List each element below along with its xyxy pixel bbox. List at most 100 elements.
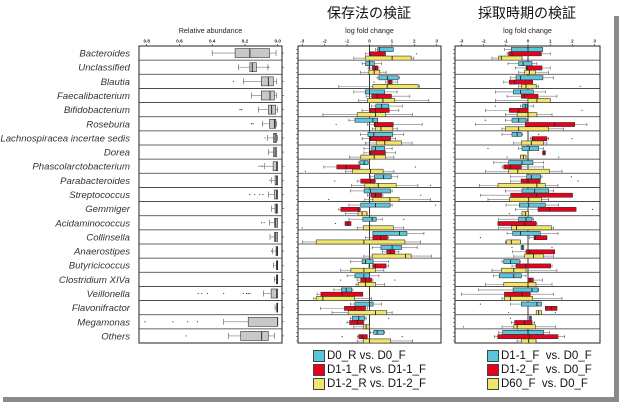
box-series-1 (515, 207, 594, 212)
iqr-box (527, 98, 551, 103)
outlier-point (249, 292, 251, 295)
box-series-0 (358, 160, 370, 165)
box-series-0 (360, 132, 405, 137)
outlier-point (206, 292, 208, 295)
outlier-point (185, 335, 187, 337)
category-label: Parabacteroides (60, 176, 130, 187)
outlier-point (328, 198, 330, 201)
category-label: Roseburia (86, 119, 130, 130)
outlier-point (242, 292, 244, 295)
iqr-box (380, 245, 402, 250)
x-tick-label: 3 (435, 39, 438, 44)
box-abundance (185, 331, 275, 341)
box-series-2 (505, 112, 553, 118)
category-label: Streptococcus (69, 190, 130, 201)
iqr-box (362, 225, 394, 231)
box-series-2 (501, 296, 563, 301)
iqr-box (364, 183, 397, 188)
outlier-point (509, 317, 512, 319)
outlier-point (268, 66, 270, 68)
iqr-box (525, 122, 575, 127)
iqr-box (340, 207, 361, 212)
iqr-box (521, 140, 544, 146)
box-series-0 (493, 273, 527, 279)
box-series-2 (491, 55, 523, 61)
box-series-1 (340, 277, 396, 283)
iqr-box (354, 117, 378, 123)
box-series-0 (348, 202, 437, 208)
outlier-point (429, 184, 432, 186)
box-abundance (249, 189, 279, 200)
x-tick-label: 0.0 (275, 39, 282, 44)
iqr-box (371, 93, 392, 99)
box-abundance (271, 203, 279, 214)
box-series-2 (516, 338, 537, 344)
iqr-box (374, 174, 392, 180)
box-series-1 (529, 136, 573, 142)
box-series-2 (498, 225, 554, 231)
box-abundance (261, 217, 279, 228)
title-storage-method: 保存法の検証 (327, 6, 411, 22)
x-tick-label: 3 (593, 39, 596, 44)
box-series-1 (338, 207, 361, 212)
legend-label: D60_F vs. D0_F (501, 378, 588, 390)
iqr-box (533, 235, 548, 241)
box-abundance (271, 246, 279, 256)
panel-0: Relative abundance 0.8 0.6 0.4 0.2 0.0 (138, 26, 284, 344)
category-label: Faecalibacterium (57, 91, 130, 102)
iqr-box (261, 76, 274, 87)
box-series-2 (495, 98, 551, 103)
box-series-2 (340, 267, 385, 273)
box-series-0 (348, 216, 405, 222)
outlier-point (415, 53, 418, 55)
outlier-point (262, 193, 264, 196)
outlier-point (271, 250, 273, 252)
box-series-1 (460, 291, 554, 297)
iqr-box (525, 249, 555, 255)
x-tick-label: 0 (527, 39, 530, 44)
box-series-2 (485, 168, 563, 174)
iqr-box (506, 239, 521, 245)
box-series-2 (462, 324, 556, 330)
box-series-1 (542, 150, 546, 156)
box-series-2 (353, 324, 370, 330)
x-tick-label: -1 (504, 39, 509, 44)
iqr-box (364, 89, 386, 95)
iqr-box (274, 189, 278, 200)
panel-1: log fold change -3 -2 -1 0 1 2 3 (296, 26, 442, 344)
outlier-point (494, 105, 496, 107)
legend-item: D1-1_R vs. D1-1_F (313, 363, 426, 377)
legend-swatch-cyan (313, 350, 325, 362)
outlier-point (223, 292, 225, 295)
x-tick-label: 0.8 (144, 39, 151, 44)
outlier-point (144, 321, 146, 323)
box-series-0 (361, 61, 382, 66)
iqr-box (512, 231, 541, 236)
legend-storage-method: D0_R vs. D0_F D1-1_R vs. D1-1_F D1-2_R v… (313, 349, 426, 391)
box-series-1 (368, 263, 390, 269)
box-series-2 (322, 112, 414, 118)
x-tick-label: 0 (368, 39, 371, 44)
iqr-box (516, 112, 538, 118)
outlier-point (591, 208, 594, 210)
category-label: Collinsella (86, 232, 130, 243)
box-series-1 (506, 93, 558, 99)
outlier-point (201, 292, 203, 295)
box-series-2 (313, 296, 372, 301)
legend-item: D60_F vs. D0_F (487, 377, 592, 391)
x-tick-label: 1 (391, 39, 394, 44)
iqr-box (504, 296, 533, 301)
box-series-2 (365, 140, 413, 146)
iqr-box (378, 75, 399, 81)
outlier-point (247, 292, 249, 295)
iqr-box (372, 197, 400, 202)
outlier-point (264, 137, 266, 139)
x-tick-label: -1 (345, 39, 350, 44)
box-series-1 (503, 79, 533, 85)
box-series-2 (518, 69, 549, 75)
box-series-2 (338, 84, 420, 89)
category-label: Bifidobacterium (64, 105, 130, 116)
box-abundance (273, 260, 279, 271)
box-series-1 (373, 79, 399, 85)
box-series-1 (515, 65, 551, 71)
